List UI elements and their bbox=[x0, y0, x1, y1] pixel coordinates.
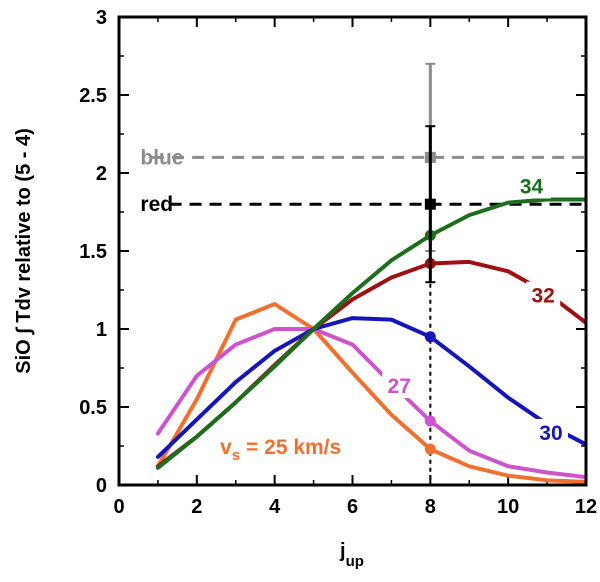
series-lines bbox=[155, 197, 586, 484]
x-tick-label: 8 bbox=[425, 496, 436, 518]
tick-labels: 0 2 4 6 8 10 12 0 0.5 1 1.5 2 2.5 3 bbox=[79, 7, 597, 518]
series-label-34: 34 bbox=[520, 175, 544, 198]
series-line-30 bbox=[155, 316, 586, 459]
x-tick-label: 0 bbox=[113, 496, 124, 518]
series-label-sub: s bbox=[232, 447, 240, 464]
series-point-v bbox=[424, 443, 436, 455]
x-tick-label: 2 bbox=[191, 496, 202, 518]
series-label-bg bbox=[533, 418, 568, 445]
annotations: blue red vs = 25 km/s 27 30 32 34 bbox=[140, 146, 568, 464]
series-label-rest: = 25 km/s bbox=[240, 436, 341, 459]
y-tick-label: 2 bbox=[96, 163, 107, 185]
observation-label-blue: blue bbox=[140, 146, 183, 169]
series-label-bg bbox=[382, 372, 417, 399]
observation-marker-red bbox=[424, 198, 436, 210]
series-line-27 bbox=[155, 327, 586, 480]
series-line-v bbox=[155, 302, 586, 484]
series-label-32: 32 bbox=[532, 285, 555, 308]
y-tick-label: 0 bbox=[96, 475, 107, 497]
x-tick-label: 4 bbox=[269, 496, 281, 518]
series-label-bg bbox=[526, 281, 561, 308]
series-label-v: v bbox=[220, 436, 232, 459]
y-tick-label: 1.5 bbox=[79, 241, 107, 263]
observation-guides bbox=[152, 155, 586, 485]
series-point-27 bbox=[424, 415, 436, 427]
y-tick-label: 2.5 bbox=[79, 85, 107, 107]
series-point-30 bbox=[424, 331, 436, 343]
series-label-30: 30 bbox=[539, 422, 562, 445]
observation-label-red: red bbox=[140, 193, 173, 216]
y-tick-label: 1 bbox=[96, 319, 107, 341]
series-label-bg bbox=[516, 172, 551, 199]
data-markers bbox=[424, 62, 436, 455]
x-axis-title-sub: up bbox=[346, 553, 364, 570]
x-tick-label: 12 bbox=[575, 496, 597, 518]
series-label-27: 27 bbox=[388, 375, 411, 398]
x-tick-label: 10 bbox=[497, 496, 519, 518]
x-tick-label: 6 bbox=[347, 496, 358, 518]
y-tick-label: 3 bbox=[96, 7, 107, 29]
x-axis-title: jup bbox=[339, 540, 364, 570]
series-label-vs: vs = 25 km/s bbox=[220, 436, 341, 464]
series-line-34 bbox=[155, 197, 586, 470]
plot-frame bbox=[117, 15, 588, 487]
y-tick-label: 0.5 bbox=[79, 397, 107, 419]
y-axis-title: SiO ∫ Tdv relative to (5 - 4) bbox=[13, 128, 35, 374]
